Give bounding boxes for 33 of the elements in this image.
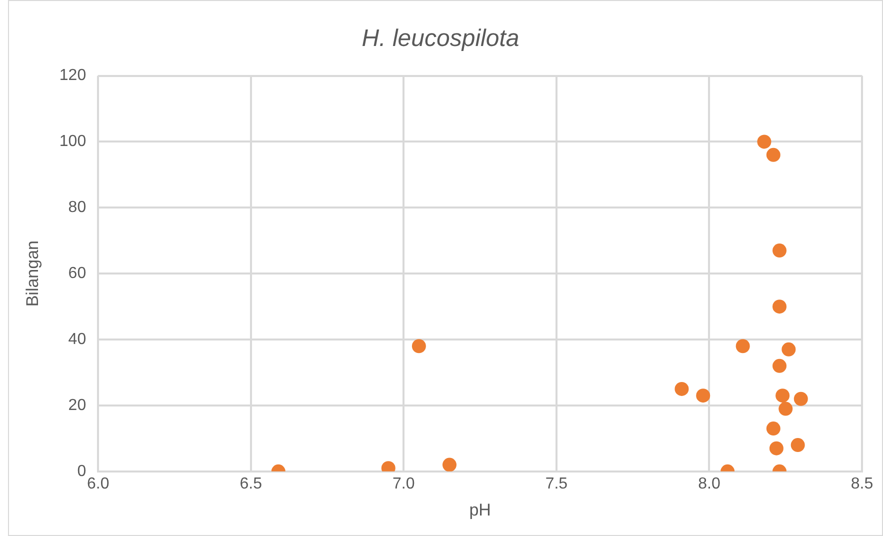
point [776, 388, 790, 403]
x-tick-label: 8.5 [850, 475, 874, 492]
point [766, 148, 780, 162]
x-tick-label: 7.5 [545, 475, 568, 492]
point [736, 339, 750, 354]
point [674, 382, 689, 396]
point [794, 392, 808, 406]
point [769, 441, 784, 456]
x-tick-label: 6.5 [240, 475, 262, 492]
x-tick-label: 7.0 [392, 475, 415, 492]
y-tick-label: 60 [68, 265, 86, 282]
y-tick-label: 120 [59, 67, 86, 84]
x-axis-title: pH [469, 500, 491, 520]
point [442, 458, 456, 472]
y-tick-label: 0 [77, 462, 86, 480]
point [790, 438, 805, 452]
x-tick-label: 8.0 [698, 475, 720, 492]
point [782, 342, 796, 356]
point [766, 422, 780, 436]
y-tick-label: 20 [68, 396, 86, 414]
y-tick-label: 40 [68, 330, 86, 348]
chart-title: H. leucospilota [362, 25, 520, 52]
x-tick-label: 6.0 [86, 475, 110, 492]
point [757, 134, 772, 149]
point [412, 339, 426, 354]
point [772, 358, 786, 373]
point [778, 402, 793, 416]
point [772, 300, 786, 314]
y-tick-label: 80 [68, 199, 86, 216]
point [696, 388, 710, 403]
point [772, 244, 786, 258]
y-axis-title: Bilangan [22, 240, 42, 307]
y-tick-label: 100 [59, 133, 86, 150]
